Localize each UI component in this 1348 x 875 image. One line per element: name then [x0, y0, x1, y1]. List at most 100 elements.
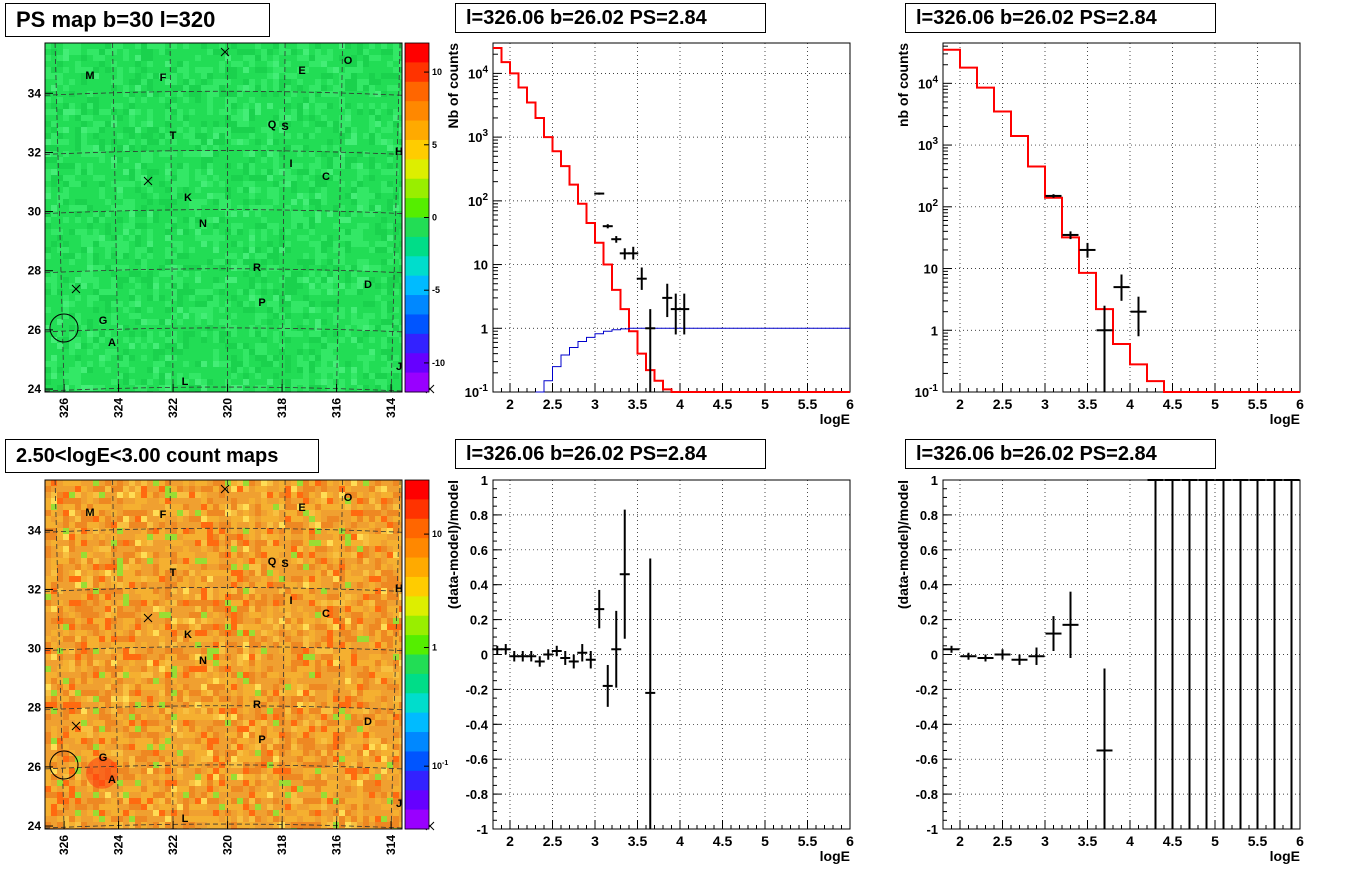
map-top-pixel	[57, 247, 63, 253]
map-bottom-pixel	[225, 624, 231, 630]
map-top-pixel	[285, 85, 291, 91]
map-top-pixel	[273, 247, 279, 253]
source-label: O	[344, 492, 353, 504]
map-top-pixel	[75, 67, 81, 73]
map-bottom-pixel	[369, 744, 375, 750]
map-top-pixel	[333, 205, 339, 211]
map-top-pixel	[315, 367, 321, 373]
map-bottom-pixel	[117, 732, 123, 738]
map-bottom-pixel	[165, 504, 171, 510]
map-top-pixel	[219, 61, 225, 67]
map-top-pixel	[159, 73, 165, 79]
map-bottom-pixel	[369, 714, 375, 720]
map-bottom-pixel	[201, 534, 207, 540]
map-bottom-pixel	[159, 738, 165, 744]
map-bottom-pixel	[141, 750, 147, 756]
map-bottom-pixel	[375, 546, 381, 552]
map-bottom-pixel	[297, 684, 303, 690]
map-bottom-pixel	[207, 714, 213, 720]
map-top-pixel	[303, 193, 309, 199]
map-bottom-pixel	[393, 792, 399, 798]
map-top-pixel	[183, 121, 189, 127]
map-top-pixel	[147, 115, 153, 121]
map-top-pixel	[153, 127, 159, 133]
map-bottom-pixel	[219, 708, 225, 714]
map-bottom-pixel	[285, 654, 291, 660]
map-bottom-pixel	[183, 564, 189, 570]
map-top-pixel	[231, 295, 237, 301]
map-bottom-pixel	[357, 624, 363, 630]
map-bottom-grid-lat	[44, 527, 403, 533]
map-top-pixel	[201, 73, 207, 79]
map-top-pixel	[117, 265, 123, 271]
map-bottom-pixel	[135, 576, 141, 582]
map-bottom-pixel	[147, 750, 153, 756]
map-bottom-pixel	[387, 552, 393, 558]
spectrum-mid-y-tick-label: 10-1	[465, 383, 489, 400]
map-bottom-pixel	[171, 522, 177, 528]
map-top-pixel	[351, 373, 357, 379]
map-bottom-pixel	[297, 714, 303, 720]
map-top-pixel	[279, 247, 285, 253]
map-bottom-pixel	[225, 642, 231, 648]
map-bottom-pixel	[267, 504, 273, 510]
map-top-pixel	[243, 79, 249, 85]
map-bottom-pixel	[255, 606, 261, 612]
map-bottom-pixel	[123, 666, 129, 672]
map-top-pixel	[207, 139, 213, 145]
map-bottom-pixel	[207, 540, 213, 546]
map-bottom-pixel	[357, 552, 363, 558]
map-bottom-pixel	[201, 816, 207, 822]
map-bottom-pixel	[375, 798, 381, 804]
spectrum-mid-y-tick-label: 103	[468, 128, 488, 145]
map-top-pixel	[267, 49, 273, 55]
map-bottom-pixel	[369, 582, 375, 588]
map-bottom-pixel	[231, 582, 237, 588]
map-bottom-pixel	[231, 708, 237, 714]
map-bottom-pixel	[219, 564, 225, 570]
map-bottom-pixel	[243, 540, 249, 546]
map-bottom-pixel	[339, 720, 345, 726]
map-bottom-pixel	[45, 810, 51, 816]
map-top-pixel	[165, 169, 171, 175]
map-top-pixel	[255, 385, 261, 391]
map-top-pixel	[327, 259, 333, 265]
map-top-pixel	[147, 151, 153, 157]
map-top-pixel	[255, 247, 261, 253]
map-bottom-pixel	[177, 774, 183, 780]
map-bottom-pixel	[81, 726, 87, 732]
spectrum-right-x-tick-label: 2.5	[993, 396, 1013, 412]
map-top-pixel	[273, 289, 279, 295]
map-top-pixel	[357, 337, 363, 343]
map-top-pixel	[321, 235, 327, 241]
map-bottom-pixel	[363, 516, 369, 522]
map-top-pixel	[219, 139, 225, 145]
map-top-pixel	[183, 133, 189, 139]
map-top-pixel	[273, 157, 279, 163]
map-top-pixel	[243, 373, 249, 379]
map-bottom-pixel	[195, 636, 201, 642]
map-top-pixel	[363, 61, 369, 67]
map-top-pixel	[387, 157, 393, 163]
map-top-pixel	[93, 265, 99, 271]
map-bottom-pixel	[237, 714, 243, 720]
map-bottom-pixel	[249, 816, 255, 822]
map-top-pixel	[99, 109, 105, 115]
map-top-pixel	[285, 361, 291, 367]
map-bottom-pixel	[345, 636, 351, 642]
map-top-pixel	[243, 85, 249, 91]
map-top-pixel	[147, 139, 153, 145]
map-top-palette-swatch	[405, 295, 429, 315]
map-top-pixel	[99, 127, 105, 133]
map-top-pixel	[333, 331, 339, 337]
map-top-pixel	[201, 181, 207, 187]
map-top-palette-swatch	[405, 101, 429, 122]
map-top-pixel	[267, 205, 273, 211]
map-top-pixel	[201, 175, 207, 181]
map-bottom-pixel	[333, 768, 339, 774]
map-bottom-pixel	[261, 498, 267, 504]
map-bottom-pixel	[387, 750, 393, 756]
map-bottom-pixel	[99, 696, 105, 702]
map-bottom-pixel	[195, 798, 201, 804]
map-top-pixel	[273, 55, 279, 61]
